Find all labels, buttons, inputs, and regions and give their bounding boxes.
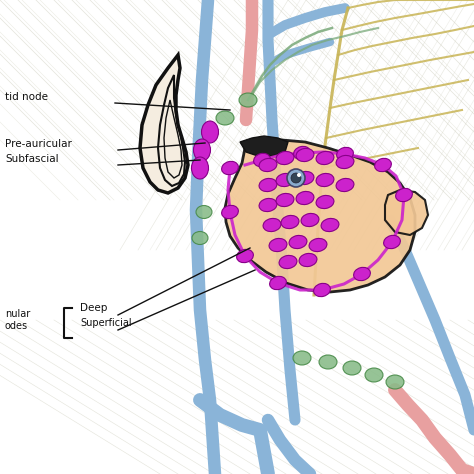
Polygon shape <box>385 190 428 235</box>
Ellipse shape <box>237 249 254 263</box>
Ellipse shape <box>316 151 334 164</box>
Text: odes: odes <box>5 321 28 331</box>
Text: Subfascial: Subfascial <box>5 154 59 164</box>
Polygon shape <box>140 55 188 193</box>
Text: nular: nular <box>5 309 30 319</box>
Ellipse shape <box>201 121 219 143</box>
Circle shape <box>287 169 305 187</box>
Ellipse shape <box>296 191 314 205</box>
Text: Pre-auricular: Pre-auricular <box>5 139 72 149</box>
Polygon shape <box>225 140 415 292</box>
Ellipse shape <box>383 236 401 249</box>
Ellipse shape <box>336 178 354 191</box>
Ellipse shape <box>293 146 310 160</box>
Circle shape <box>297 173 301 177</box>
Ellipse shape <box>259 178 277 191</box>
Ellipse shape <box>259 158 277 172</box>
Ellipse shape <box>309 238 327 252</box>
Ellipse shape <box>365 368 383 382</box>
Ellipse shape <box>316 195 334 209</box>
Text: tid node: tid node <box>5 92 48 102</box>
Ellipse shape <box>301 213 319 227</box>
Ellipse shape <box>193 139 210 161</box>
Ellipse shape <box>270 276 286 290</box>
Ellipse shape <box>196 206 212 219</box>
Ellipse shape <box>222 161 238 174</box>
Ellipse shape <box>276 193 294 207</box>
Ellipse shape <box>216 111 234 125</box>
Ellipse shape <box>276 151 294 164</box>
Ellipse shape <box>269 238 287 252</box>
Ellipse shape <box>293 351 311 365</box>
Ellipse shape <box>191 157 209 179</box>
Ellipse shape <box>296 148 314 162</box>
Ellipse shape <box>336 155 354 169</box>
Ellipse shape <box>374 158 392 172</box>
Ellipse shape <box>321 219 339 232</box>
Ellipse shape <box>276 173 294 187</box>
Polygon shape <box>240 136 288 156</box>
Ellipse shape <box>254 154 270 167</box>
Text: Deep: Deep <box>80 303 108 313</box>
Ellipse shape <box>239 93 257 107</box>
Ellipse shape <box>343 361 361 375</box>
Ellipse shape <box>263 219 281 232</box>
Ellipse shape <box>314 283 330 297</box>
Circle shape <box>291 173 301 183</box>
Ellipse shape <box>296 172 314 184</box>
Ellipse shape <box>337 147 354 161</box>
Ellipse shape <box>316 173 334 187</box>
Ellipse shape <box>279 255 297 269</box>
Ellipse shape <box>222 205 238 219</box>
Ellipse shape <box>386 375 404 389</box>
Ellipse shape <box>192 231 208 245</box>
Ellipse shape <box>354 267 370 281</box>
Ellipse shape <box>396 188 412 201</box>
Text: Superficial: Superficial <box>80 318 132 328</box>
Ellipse shape <box>299 254 317 266</box>
Ellipse shape <box>259 199 277 211</box>
Ellipse shape <box>319 355 337 369</box>
Ellipse shape <box>289 236 307 248</box>
Ellipse shape <box>281 215 299 228</box>
